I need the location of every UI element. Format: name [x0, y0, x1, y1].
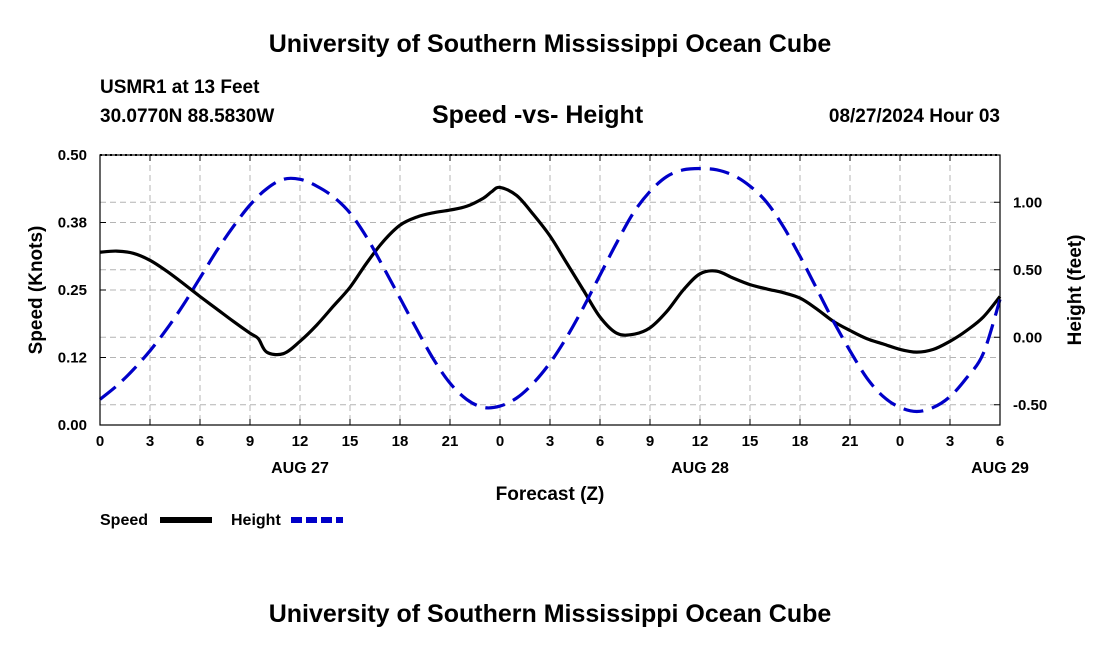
x-tick-label: 6 [596, 433, 604, 450]
date-label: AUG 28 [671, 460, 729, 477]
y-tick-label-left: 0.50 [58, 147, 87, 164]
x-tick-label: 6 [196, 433, 204, 450]
x-axis-label: Forecast (Z) [496, 484, 605, 505]
x-tick-label: 21 [442, 433, 459, 450]
x-tick-label: 15 [742, 433, 759, 450]
forecast-datetime: 08/27/2024 Hour 03 [828, 106, 1000, 127]
x-tick-label: 12 [292, 433, 309, 450]
x-tick-label: 6 [996, 433, 1004, 450]
x-tick-label: 0 [896, 433, 904, 450]
x-tick-label: 18 [792, 433, 809, 450]
y-tick-label-left: 0.25 [58, 282, 87, 299]
y-tick-label-right: 0.00 [1013, 329, 1042, 346]
x-tick-label: 0 [96, 433, 104, 450]
chart-subtitle: Speed -vs- Height [432, 101, 644, 129]
x-tick-label: 21 [842, 433, 859, 450]
axes-layer: 0 3 6 9 12 15 18 21 0 3 6 9 12 15 18 21 0 3 6 0.00 0.12 0.25 0… [58, 147, 1047, 477]
y-tick-label-left: 0.12 [58, 350, 87, 367]
x-tick-label: 3 [946, 433, 954, 450]
x-tick-label: 12 [692, 433, 709, 450]
date-label: AUG 27 [271, 460, 329, 477]
date-label: AUG 29 [971, 460, 1029, 477]
x-tick-label: 9 [246, 433, 254, 450]
station-coordinates: 30.0770N 88.5830W [100, 106, 275, 127]
x-tick-label: 0 [496, 433, 504, 450]
y-tick-label-right: 1.00 [1013, 194, 1042, 211]
legend-label-speed: Speed [100, 512, 148, 529]
station-label: USMR1 at 13 Feet [100, 77, 260, 98]
x-tick-label: 3 [146, 433, 154, 450]
main-title: University of Southern Mississippi Ocean… [268, 30, 832, 58]
y-axis-label-left: Speed (Knots) [26, 226, 47, 355]
y-tick-label-right: 0.50 [1013, 262, 1042, 279]
y-tick-label-right: -0.50 [1013, 397, 1047, 414]
y-axis-label-right: Height (feet) [1065, 235, 1086, 346]
x-tick-label: 18 [392, 433, 409, 450]
x-tick-label: 3 [546, 433, 554, 450]
legend: Speed Height [100, 512, 343, 529]
y-tick-label-left: 0.00 [58, 417, 87, 434]
footer-title: University of Southern Mississippi Ocean… [268, 600, 832, 628]
x-tick-label: 15 [342, 433, 359, 450]
y-tick-label-left: 0.38 [58, 215, 87, 232]
series-line-speed [99, 185, 1002, 357]
series-line-height [98, 166, 1002, 414]
x-tick-label: 9 [646, 433, 654, 450]
grid-lines [100, 155, 1000, 425]
legend-label-height: Height [231, 512, 281, 529]
series-layer [98, 166, 1002, 414]
